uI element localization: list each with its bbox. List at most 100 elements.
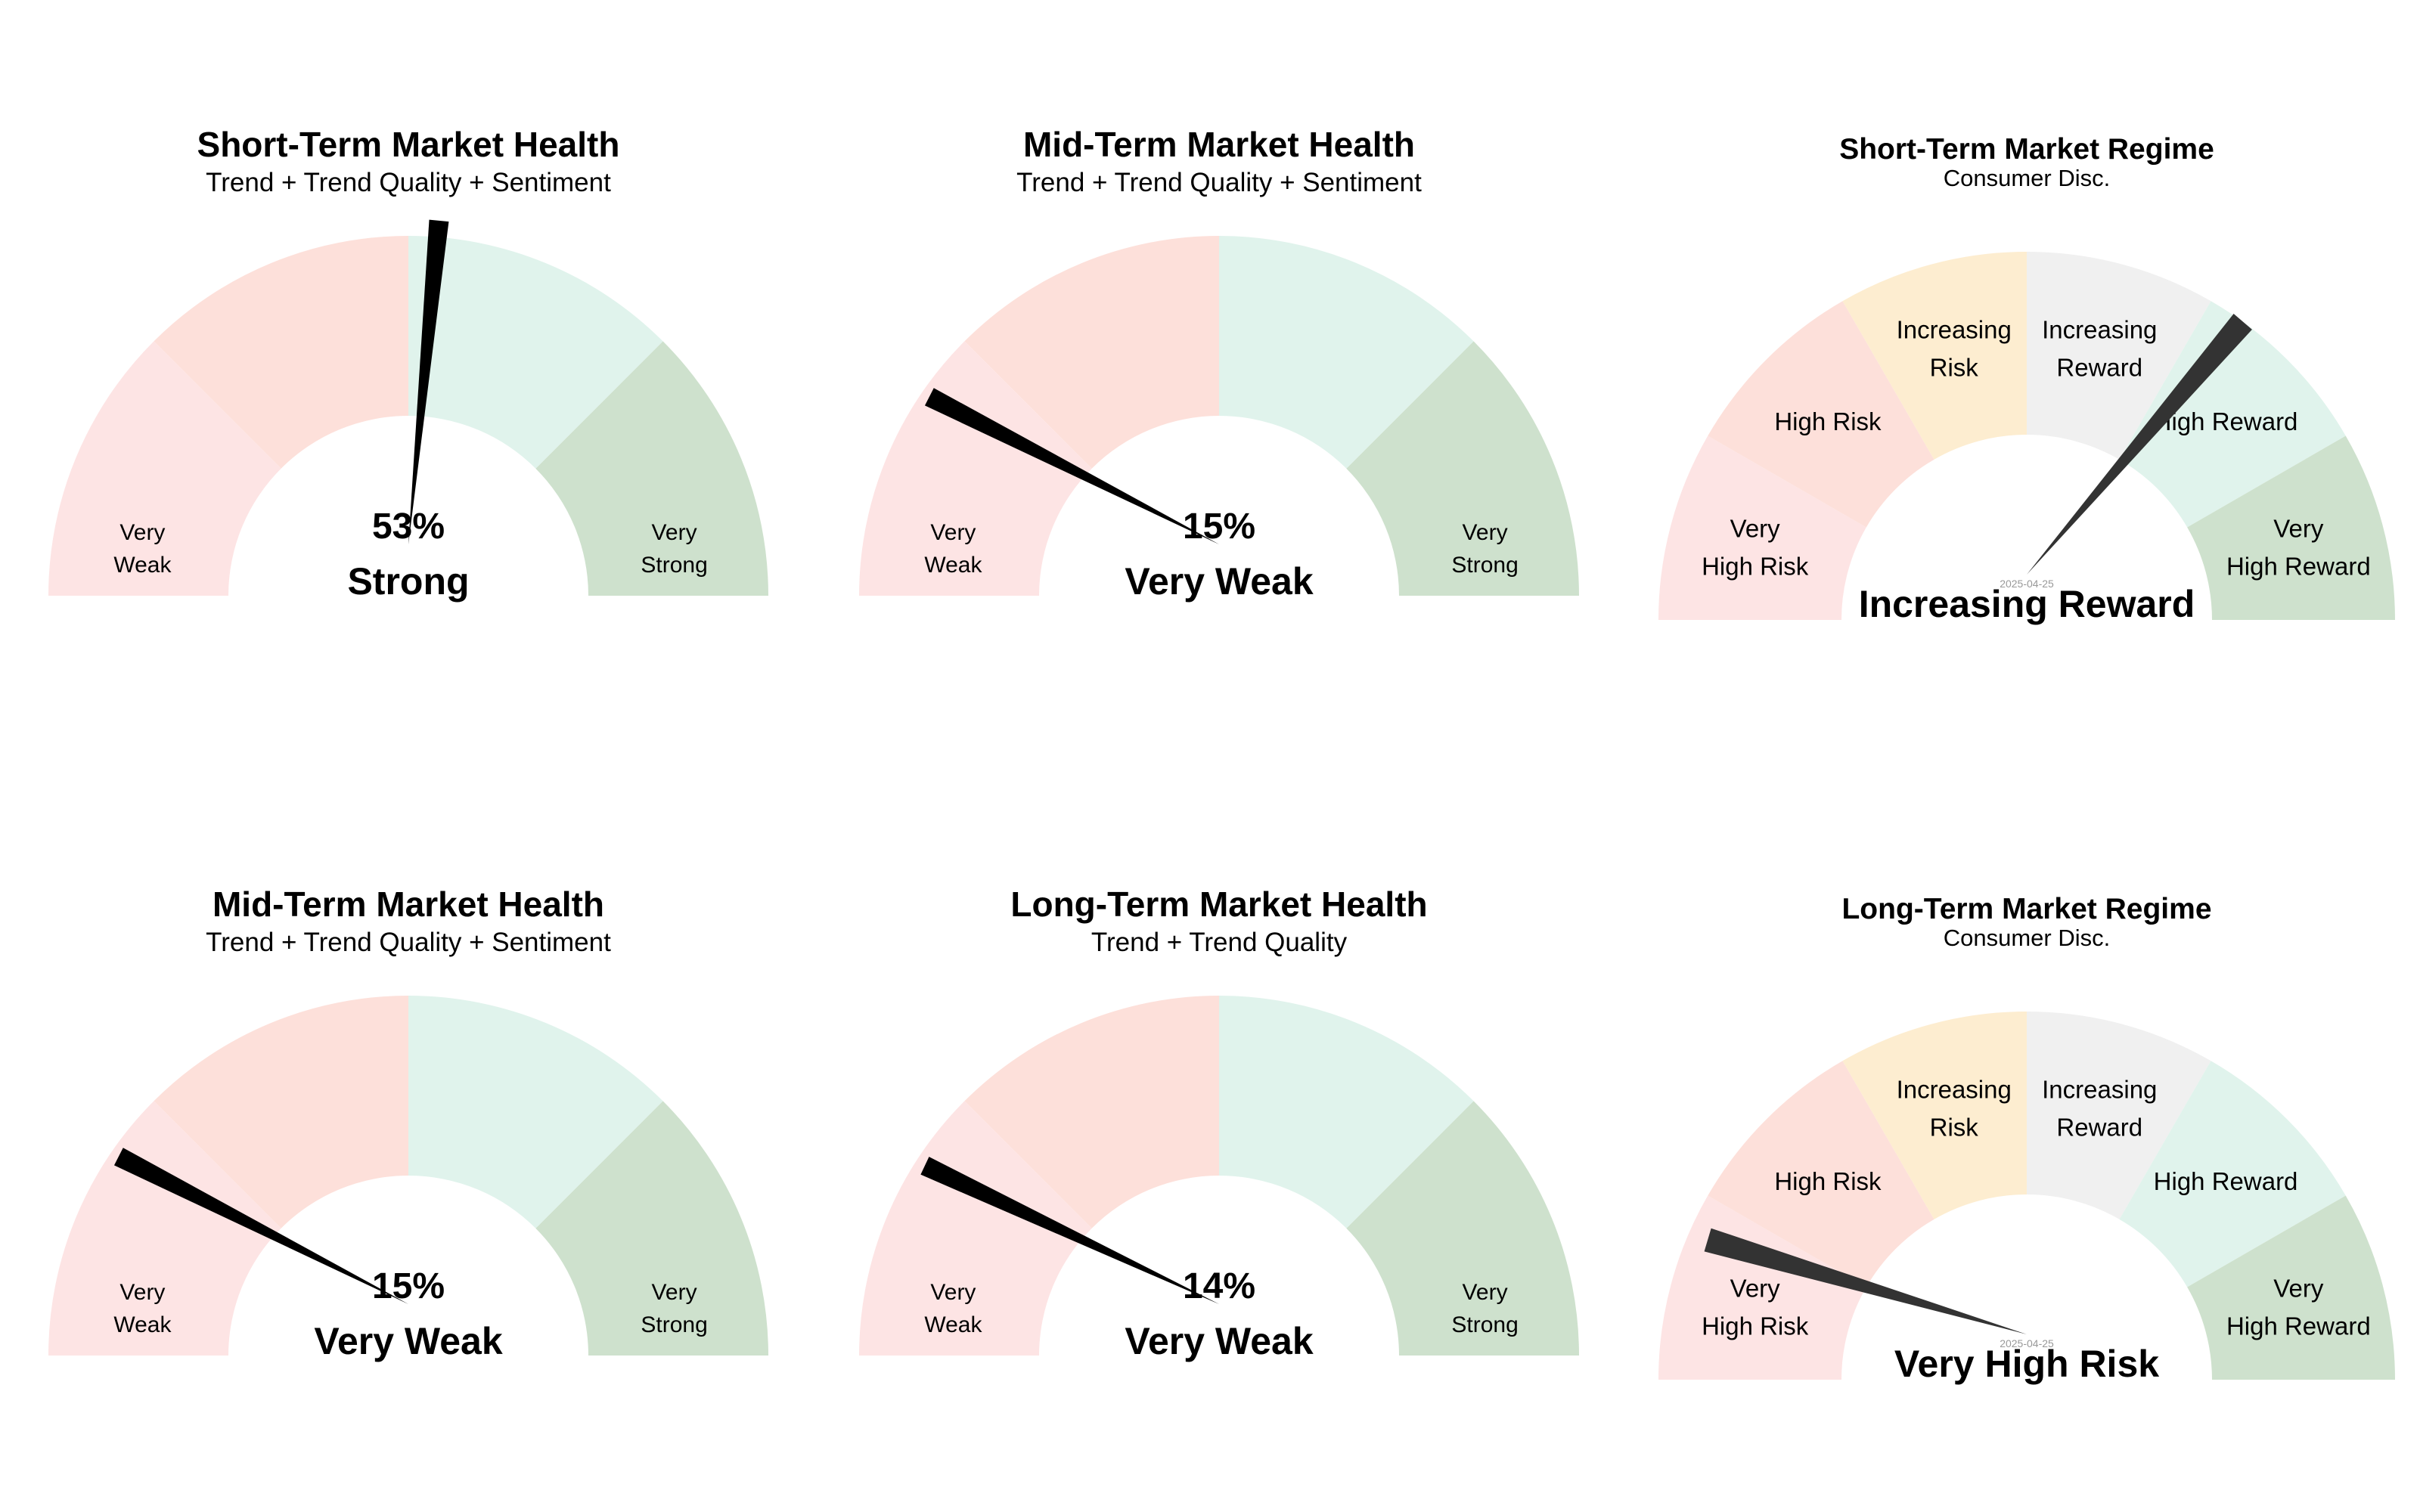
gauge-title: Long-Term Market Health [1010,885,1427,924]
band-label: Weak [113,1312,172,1337]
band-label: Reward [2056,1114,2142,1142]
band-very-weak [859,341,1092,596]
gauge-needle [1704,1228,2027,1334]
gauge-short-term-regime: Short-Term Market Regime Consumer Disc. Ve… [1626,113,2420,733]
gauge-date: 2025-04-25 [2000,578,2054,590]
band-very-weak [48,341,281,596]
gauge-subtitle: Trend + Trend Quality + Sentiment [206,928,611,957]
band-label: Very [1730,1275,1781,1303]
gauge-svg: Short-Term Market Health Trend + Trend Qu… [48,125,768,603]
band-label: High Reward [2226,553,2371,581]
band-high-risk [1708,1061,1934,1287]
band-strong [408,996,663,1228]
gauge-date: 2025-04-25 [2000,1337,2054,1349]
band-strong [408,236,663,469]
band-label: Increasing [2042,1076,2157,1104]
gauge-svg: Mid-Term Market Health Trend + Trend Qual… [48,885,768,1362]
band-high-risk [1708,301,1934,528]
band-label: Very [2273,515,2324,543]
band-label: Very [2273,1275,2324,1303]
band-weak [154,236,408,469]
band-weak [154,996,408,1228]
gauge-long-term-regime: Long-Term Market Regime Consumer Disc. Ver… [1626,873,2420,1493]
band-increasing-risk [1842,1012,2027,1219]
gauge-needle [113,1148,408,1304]
band-label: Risk [1930,1114,1979,1142]
gauge-subtitle: Trend + Trend Quality [1091,928,1348,957]
gauge-status: Very High Risk [1894,1343,2159,1385]
band-very-strong [1346,341,1579,596]
band-very-weak [859,1101,1092,1356]
gauge-needle [408,219,449,544]
band-label: Very [652,520,697,545]
gauge-title: Mid-Term Market Health [213,885,604,924]
band-label: High Risk [1702,1312,1809,1340]
band-label: Strong [641,553,707,578]
gauge-needle [924,388,1219,544]
gauge-value: 14% [1183,1266,1255,1306]
gauge-svg: Long-Term Market Health Trend + Trend Qua… [859,885,1579,1362]
band-weak [964,996,1219,1228]
gauge-status: Very Weak [314,1320,502,1362]
band-very-weak [48,1101,281,1356]
band-weak [964,236,1219,469]
band-increasing-reward [2027,252,2211,460]
band-label: Very [119,1280,165,1305]
gauge-long-term-health: Long-Term Market Health Trend + Trend Qua… [818,873,1620,1493]
gauge-mid-term-health: Mid-Term Market Health Trend + Trend Qual… [818,113,1620,733]
gauge-value: 53% [372,507,445,547]
band-label: Increasing [2042,316,2157,344]
band-high-reward [2119,1061,2346,1287]
gauge-short-term-health: Short-Term Market Health Trend + Trend Qu… [8,113,809,733]
band-label: Very [119,520,165,545]
band-strong [1219,236,1474,469]
band-label: Very [930,1280,976,1305]
gauge-status: Very Weak [1125,560,1313,603]
band-label: Very [1463,520,1508,545]
band-label: Weak [924,553,982,578]
gauge-status: Increasing Reward [1859,583,2195,625]
band-very-strong [535,1101,768,1356]
band-very-high-risk [1658,435,1866,620]
gauge-title: Short-Term Market Regime [1839,133,2214,166]
band-strong [1219,996,1474,1228]
gauge-subtitle: Consumer Disc. [1944,925,2111,951]
band-increasing-reward [2027,1012,2211,1219]
band-label: Strong [1451,553,1518,578]
gauge-status: Strong [347,560,469,603]
band-label: High Reward [2154,1167,2298,1195]
band-very-high-reward [2187,435,2395,620]
band-label: Increasing [1897,1076,2012,1104]
gauge-title: Short-Term Market Health [197,125,620,164]
gauge-title: Long-Term Market Regime [1841,893,2211,925]
band-very-strong [535,341,768,596]
band-high-reward [2119,301,2346,528]
band-label: High Reward [2226,1312,2371,1340]
gauge-subtitle: Trend + Trend Quality + Sentiment [206,168,611,197]
gauge-subtitle: Consumer Disc. [1944,165,2111,191]
band-very-strong [1346,1101,1579,1356]
gauge-needle [2027,314,2252,575]
band-increasing-risk [1842,252,2027,460]
band-label: High Risk [1774,1167,1882,1195]
band-very-high-reward [2187,1195,2395,1380]
gauge-mid-term-health-2: Mid-Term Market Health Trend + Trend Qual… [8,873,809,1493]
band-label: Strong [1451,1312,1518,1337]
band-label: Risk [1930,354,1979,382]
band-label: High Reward [2154,407,2298,435]
gauge-title: Mid-Term Market Health [1023,125,1415,164]
gauge-subtitle: Trend + Trend Quality + Sentiment [1016,168,1422,197]
band-label: Very [1730,515,1781,543]
band-label: High Risk [1702,553,1809,581]
band-label: Very [652,1280,697,1305]
band-label: Weak [113,553,172,578]
gauge-svg: Mid-Term Market Health Trend + Trend Qual… [859,125,1579,603]
gauge-needle [920,1157,1219,1304]
band-label: Weak [924,1312,982,1337]
band-label: Increasing [1897,316,2012,344]
band-label: Reward [2056,354,2142,382]
band-label: High Risk [1774,407,1882,435]
